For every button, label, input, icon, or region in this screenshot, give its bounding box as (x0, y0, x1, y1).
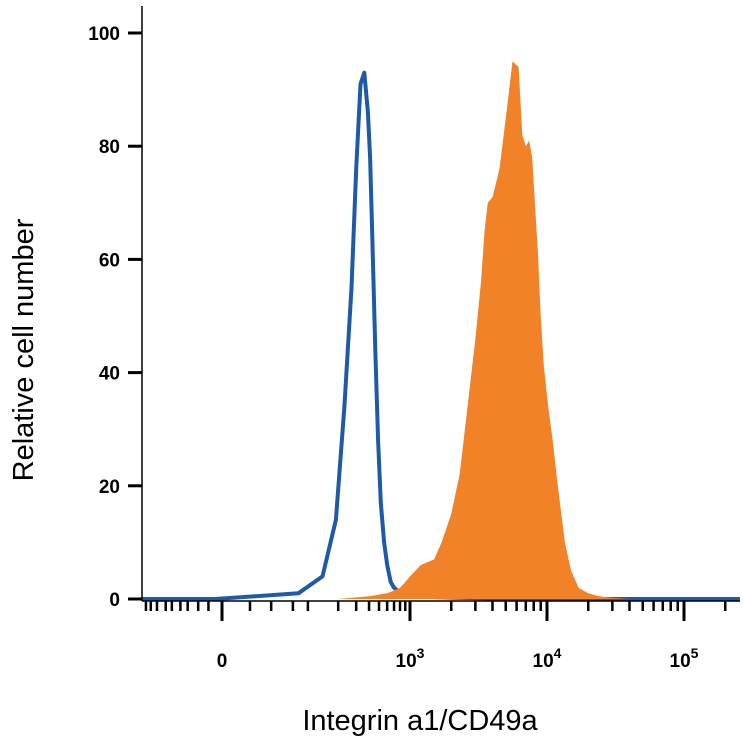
x-tick-label: 103 (396, 645, 425, 672)
x-ticks: 0 103 104 105 (217, 601, 699, 672)
y-ticks: 0 20 40 60 80 100 (88, 24, 142, 611)
x-axis-label: Integrin a1/CD49a (302, 705, 538, 737)
y-tick-label: 80 (99, 137, 120, 158)
y-tick-label: 0 (109, 590, 120, 611)
series-layer (142, 61, 740, 601)
y-axis-label: Relative cell number (8, 218, 40, 481)
series-filled-histogram (142, 61, 740, 600)
y-tick-label: 100 (88, 24, 120, 45)
x-tick-label: 0 (217, 651, 228, 672)
x-minor-ticks (144, 601, 727, 611)
x-tick-label: 104 (533, 645, 562, 672)
y-tick-label: 60 (99, 250, 120, 271)
series-outline-histogram (142, 70, 740, 601)
y-tick-label: 20 (99, 477, 120, 498)
y-tick-label: 40 (99, 364, 120, 385)
x-tick-label: 105 (670, 645, 699, 672)
